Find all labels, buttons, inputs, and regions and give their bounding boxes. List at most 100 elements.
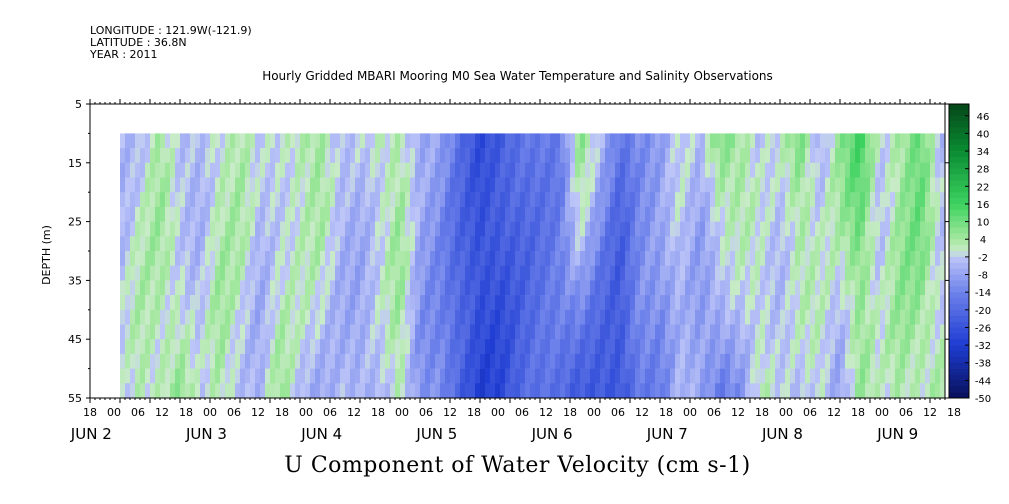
heatmap-cell <box>255 236 261 252</box>
heatmap-cell <box>570 236 576 252</box>
heatmap-cell <box>370 265 376 281</box>
heatmap-cell <box>845 221 851 237</box>
heatmap-cell <box>485 162 491 178</box>
heatmap-cell <box>530 280 536 296</box>
x-tick-label: 06 <box>803 406 817 419</box>
heatmap-cell <box>940 206 946 222</box>
heatmap-cell <box>770 383 776 399</box>
heatmap-cell <box>205 353 211 369</box>
x-tick-label: 18 <box>755 406 769 419</box>
heatmap-cell <box>335 324 341 340</box>
heatmap-cell <box>635 339 641 355</box>
heatmap-cell <box>135 265 141 281</box>
heatmap-cell <box>435 192 441 208</box>
heatmap-cell <box>820 251 826 266</box>
heatmap-cell <box>715 133 721 149</box>
heatmap-cell <box>515 280 521 296</box>
heatmap-cell <box>660 383 666 399</box>
heatmap-cell <box>870 309 876 325</box>
heatmap-cell <box>650 148 656 164</box>
heatmap-cell <box>525 324 531 340</box>
heatmap-cell <box>155 383 161 399</box>
heatmap-cell <box>495 383 501 399</box>
heatmap-cell <box>940 280 946 296</box>
heatmap-cell <box>605 339 611 355</box>
heatmap-cell <box>840 339 846 355</box>
heatmap-cell <box>250 265 256 281</box>
heatmap-cell <box>740 148 746 164</box>
heatmap-cell <box>915 177 921 193</box>
heatmap-cell <box>675 309 681 325</box>
heatmap-cell <box>485 251 491 266</box>
heatmap-cell <box>735 162 741 178</box>
heatmap-cell <box>725 206 731 222</box>
heatmap-cell <box>650 309 656 325</box>
heatmap-cell <box>180 309 186 325</box>
heatmap-cell <box>575 133 581 149</box>
heatmap-cell <box>425 265 431 281</box>
heatmap-cell <box>720 206 726 222</box>
heatmap-cell <box>605 133 611 149</box>
heatmap-cell <box>210 368 216 384</box>
heatmap-cell <box>410 368 416 384</box>
heatmap-cell <box>190 192 196 208</box>
heatmap-cell <box>625 251 631 266</box>
heatmap-cell <box>360 368 366 384</box>
heatmap-cell <box>560 280 566 296</box>
heatmap-cell <box>825 206 831 222</box>
heatmap-cell <box>345 162 351 178</box>
heatmap-cell <box>320 177 326 193</box>
heatmap-cell <box>325 251 331 266</box>
heatmap-cell <box>885 368 891 384</box>
heatmap-cell <box>335 339 341 355</box>
colorbar-label: 22 <box>977 182 990 193</box>
heatmap-cell <box>920 383 926 399</box>
heatmap-cell <box>745 221 751 237</box>
heatmap-cell <box>395 309 401 325</box>
heatmap-cell <box>130 148 136 164</box>
heatmap-cell <box>355 324 361 340</box>
colorbar-swatch <box>949 180 969 187</box>
heatmap-cell <box>165 324 171 340</box>
heatmap-cell <box>205 309 211 325</box>
heatmap-cell <box>150 309 156 325</box>
heatmap-cell <box>655 177 661 193</box>
heatmap-cell <box>510 192 516 208</box>
heatmap-cell <box>375 368 381 384</box>
heatmap-cell <box>880 177 886 193</box>
heatmap-cell <box>585 251 591 266</box>
heatmap-cell <box>725 295 731 311</box>
heatmap-cell <box>925 353 931 369</box>
heatmap-cell <box>440 353 446 369</box>
heatmap-cell <box>745 383 751 399</box>
heatmap-cell <box>845 324 851 340</box>
heatmap-cell <box>900 236 906 252</box>
heatmap-cell <box>325 383 331 399</box>
heatmap-cell <box>515 133 521 149</box>
heatmap-cell <box>550 280 556 296</box>
heatmap-cell <box>610 251 616 266</box>
heatmap-cell <box>920 251 926 266</box>
heatmap-cell <box>655 162 661 178</box>
heatmap-cell <box>145 148 151 164</box>
heatmap-cell <box>755 339 761 355</box>
heatmap-cell <box>535 368 541 384</box>
heatmap-cell <box>740 192 746 208</box>
heatmap-cell <box>660 206 666 222</box>
heatmap-cell <box>270 251 276 266</box>
heatmap-cell <box>855 353 861 369</box>
heatmap-cell <box>545 309 551 325</box>
heatmap-cell <box>345 177 351 193</box>
x-tick-label: 12 <box>923 406 937 419</box>
heatmap-cell <box>505 339 511 355</box>
heatmap-cell <box>615 309 621 325</box>
heatmap-cell <box>125 177 131 193</box>
heatmap-cell <box>460 251 466 266</box>
heatmap-cell <box>850 251 856 266</box>
heatmap-cell <box>935 324 941 340</box>
heatmap-cell <box>765 353 771 369</box>
heatmap-cell <box>645 206 651 222</box>
heatmap-cell <box>770 295 776 311</box>
heatmap-cell <box>405 221 411 237</box>
heatmap-cell <box>350 280 356 296</box>
